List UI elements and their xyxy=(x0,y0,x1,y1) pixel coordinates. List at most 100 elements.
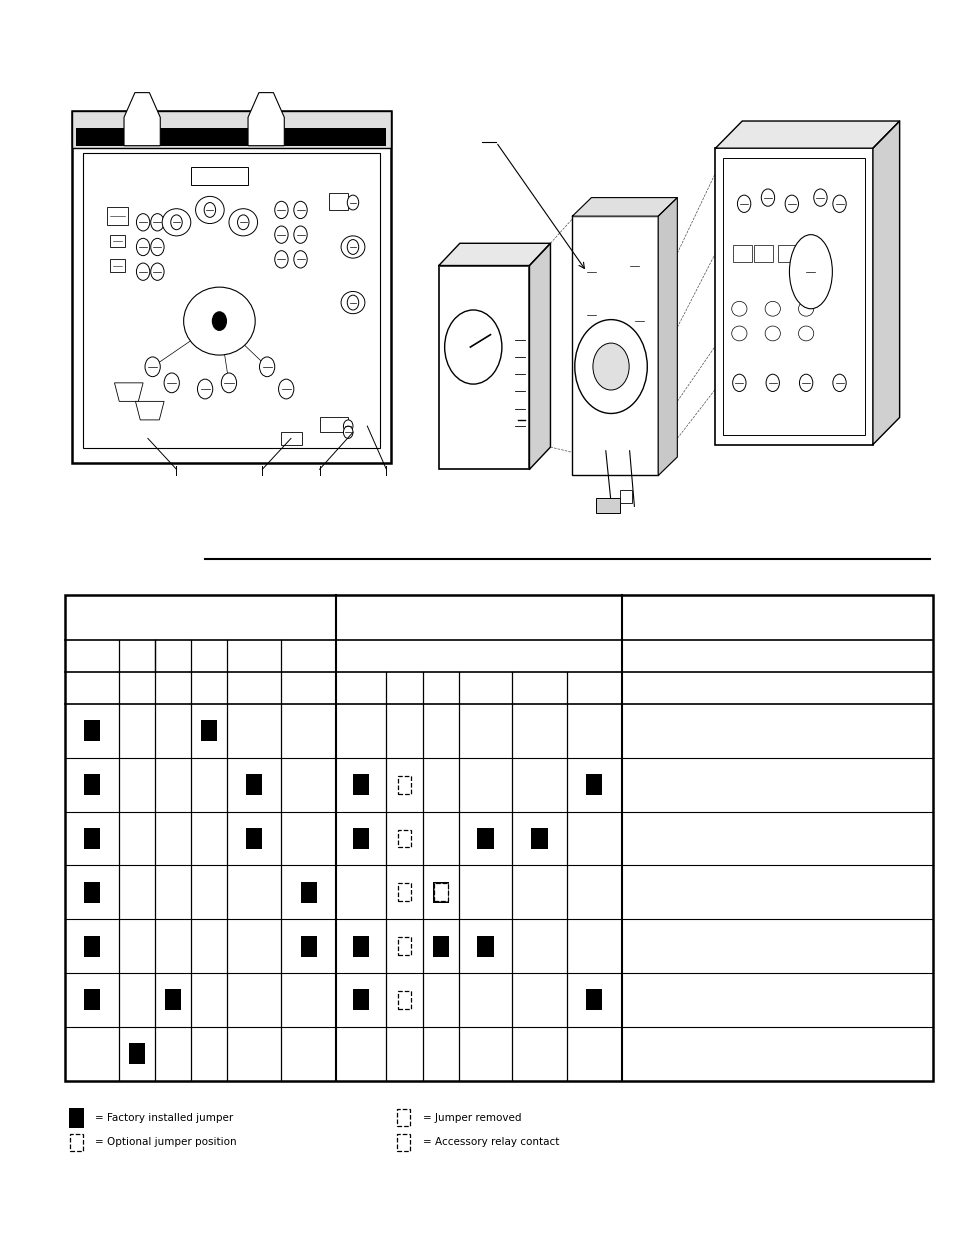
Text: = Optional jumper position: = Optional jumper position xyxy=(95,1137,236,1147)
Circle shape xyxy=(278,379,294,399)
Bar xyxy=(110,259,125,272)
Circle shape xyxy=(197,379,213,399)
Circle shape xyxy=(799,374,812,391)
Bar xyxy=(200,720,216,741)
Text: = Factory installed jumper: = Factory installed jumper xyxy=(95,1113,233,1123)
Bar xyxy=(722,158,864,435)
Polygon shape xyxy=(872,121,899,445)
Circle shape xyxy=(832,195,845,212)
Bar xyxy=(71,111,391,148)
Bar xyxy=(432,936,448,957)
Bar xyxy=(84,936,100,957)
Bar xyxy=(777,245,796,262)
Bar xyxy=(84,774,100,795)
Bar xyxy=(300,936,316,957)
Circle shape xyxy=(631,311,646,331)
Bar xyxy=(319,417,348,432)
Circle shape xyxy=(347,195,358,210)
Polygon shape xyxy=(135,401,164,420)
Ellipse shape xyxy=(162,209,191,236)
Circle shape xyxy=(136,238,150,256)
Bar xyxy=(396,1134,410,1151)
Bar xyxy=(329,193,348,210)
Bar xyxy=(281,432,302,445)
Bar xyxy=(353,989,369,1010)
Circle shape xyxy=(294,251,307,268)
Bar xyxy=(572,216,658,475)
Circle shape xyxy=(237,215,249,230)
Circle shape xyxy=(760,189,774,206)
Polygon shape xyxy=(715,121,899,148)
Circle shape xyxy=(274,201,288,219)
Circle shape xyxy=(583,305,598,325)
Circle shape xyxy=(151,214,164,231)
Bar xyxy=(396,1109,410,1126)
Circle shape xyxy=(136,263,150,280)
Bar xyxy=(71,111,391,463)
Polygon shape xyxy=(248,93,284,146)
Circle shape xyxy=(802,262,818,282)
Bar xyxy=(84,827,100,848)
Ellipse shape xyxy=(195,196,224,224)
Circle shape xyxy=(151,238,164,256)
Circle shape xyxy=(626,256,641,275)
Bar xyxy=(129,1044,145,1065)
Bar xyxy=(434,883,447,902)
Circle shape xyxy=(574,320,646,414)
Circle shape xyxy=(583,262,598,282)
Polygon shape xyxy=(124,93,160,146)
Circle shape xyxy=(145,357,160,377)
Ellipse shape xyxy=(341,236,364,258)
Bar xyxy=(65,595,932,1081)
Bar xyxy=(353,827,369,848)
Ellipse shape xyxy=(788,235,831,309)
Bar xyxy=(753,245,772,262)
Bar xyxy=(585,989,602,1010)
Bar xyxy=(397,937,411,955)
Bar xyxy=(397,883,411,902)
Bar xyxy=(353,774,369,795)
Text: = Accessory relay contact: = Accessory relay contact xyxy=(422,1137,558,1147)
Bar xyxy=(432,882,448,903)
Polygon shape xyxy=(438,243,550,266)
Bar xyxy=(596,498,619,513)
Bar xyxy=(83,153,379,448)
Bar xyxy=(246,774,262,795)
Circle shape xyxy=(221,373,236,393)
Circle shape xyxy=(832,374,845,391)
Circle shape xyxy=(813,189,826,206)
Polygon shape xyxy=(529,243,550,469)
Bar xyxy=(84,720,100,741)
Circle shape xyxy=(274,226,288,243)
Bar xyxy=(438,266,529,469)
Bar xyxy=(69,1108,84,1128)
Circle shape xyxy=(592,343,629,390)
Circle shape xyxy=(259,357,274,377)
Circle shape xyxy=(151,263,164,280)
Circle shape xyxy=(136,214,150,231)
Bar xyxy=(107,207,128,225)
Bar xyxy=(397,990,411,1009)
Circle shape xyxy=(732,374,745,391)
Circle shape xyxy=(444,310,501,384)
Circle shape xyxy=(737,195,750,212)
Polygon shape xyxy=(114,383,143,401)
Ellipse shape xyxy=(183,287,254,356)
Bar xyxy=(397,776,411,794)
Bar xyxy=(715,148,872,445)
Bar xyxy=(397,830,411,847)
Bar xyxy=(110,235,125,247)
Bar xyxy=(70,1134,83,1151)
Bar xyxy=(477,827,494,848)
Circle shape xyxy=(347,240,358,254)
Bar xyxy=(477,936,494,957)
Bar xyxy=(585,774,602,795)
Bar xyxy=(531,827,547,848)
Circle shape xyxy=(274,251,288,268)
Bar xyxy=(246,827,262,848)
Bar xyxy=(353,936,369,957)
Circle shape xyxy=(294,201,307,219)
Bar xyxy=(732,245,751,262)
Text: = Jumper removed: = Jumper removed xyxy=(422,1113,520,1123)
Circle shape xyxy=(204,203,215,217)
